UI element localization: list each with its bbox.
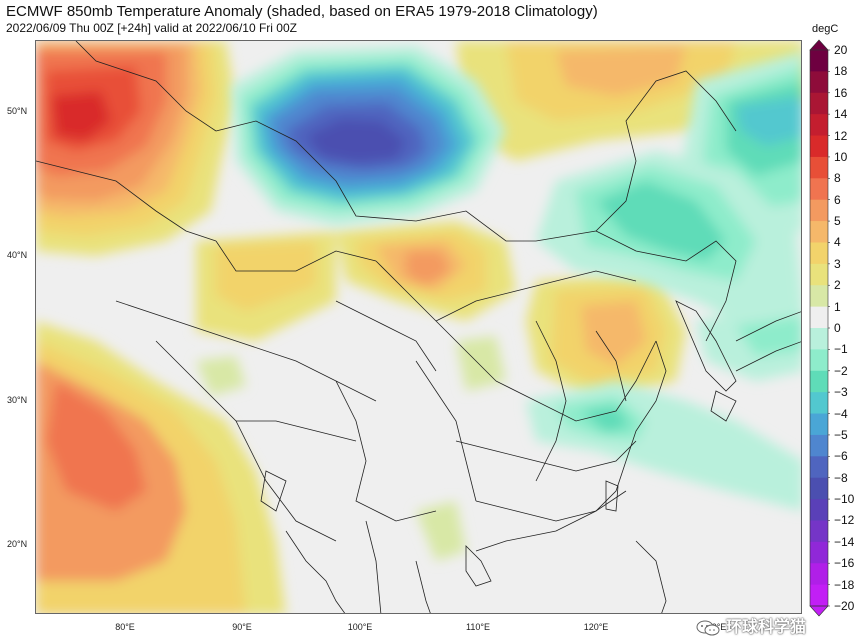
- colorbar-tick-label: 18: [834, 64, 848, 79]
- colorbar-tick-label: −1: [834, 342, 848, 357]
- watermark-text: 环球科学猫: [726, 619, 807, 636]
- colorbar-segment: [810, 563, 828, 586]
- colorbar-tick-label: −16: [834, 556, 855, 571]
- colorbar-segment: [810, 349, 828, 372]
- colorbar-tick-label: 6: [834, 192, 841, 207]
- colorbar-segment: [810, 242, 828, 265]
- colorbar-tick-label: 2: [834, 278, 841, 293]
- colorbar-tick-label: −20: [834, 599, 855, 613]
- colorbar-segment: [810, 434, 828, 457]
- colorbar-segment: [810, 199, 828, 222]
- colorbar-tick-label: 8: [834, 171, 841, 186]
- colorbar-segment: [810, 156, 828, 179]
- colorbar-segment: [810, 477, 828, 500]
- colorbar-segment: [810, 456, 828, 479]
- colorbar-segment: [810, 178, 828, 201]
- colorbar-segment: [810, 114, 828, 137]
- lon-label-90e: 90°E: [232, 622, 252, 632]
- colorbar-tick-label: 14: [834, 107, 848, 122]
- colorbar-tick-label: 0: [834, 321, 841, 335]
- lon-label-110e: 110°E: [466, 622, 490, 632]
- lat-label-50n: 50°N: [7, 106, 28, 116]
- anomaly-map: [36, 41, 801, 613]
- colorbar-segment: [810, 328, 828, 350]
- colorbar-tick-label: −12: [834, 513, 855, 528]
- map-subtitle: 2022/06/09 Thu 00Z [+24h] valid at 2022/…: [6, 21, 297, 35]
- colorbar-segment: [810, 520, 828, 543]
- map-title: ECMWF 850mb Temperature Anomaly (shaded,…: [6, 3, 598, 20]
- lon-label-120e: 120°E: [583, 622, 609, 632]
- colorbar-segment: [810, 370, 828, 393]
- colorbar-tick-label: −3: [834, 385, 848, 400]
- colorbar-tick-label: 1: [834, 299, 841, 314]
- colorbar-segment: [810, 584, 828, 607]
- colorbar-tick-label: −14: [834, 534, 855, 549]
- colorbar-segment: [810, 71, 828, 94]
- colorbar-segment: [810, 285, 828, 308]
- lon-label-100e: 100°E: [347, 622, 373, 632]
- colorbar-segment: [810, 306, 828, 329]
- colorbar-tick-label: 5: [834, 214, 841, 229]
- colorbar-tick-label: 3: [834, 256, 841, 271]
- colorbar-segment: [810, 50, 828, 72]
- colorbar-tick-label: −8: [834, 470, 848, 485]
- colorbar-segment: [810, 263, 828, 286]
- colorbar-segment: [810, 221, 828, 243]
- colorbar-segment: [810, 499, 828, 521]
- watermark: 环球科学猫: [696, 618, 846, 638]
- colorbar-segment: [810, 392, 828, 415]
- map-panel: [35, 40, 802, 614]
- lon-label-80e: 80°E: [115, 622, 135, 632]
- border-lines: [36, 41, 801, 613]
- colorbar-segment: [810, 135, 828, 158]
- lat-label-30n: 30°N: [7, 395, 28, 405]
- colorbar-tick-label: 16: [834, 85, 848, 100]
- colorbar-tick-label: −10: [834, 492, 855, 507]
- colorbar-tick-label: −18: [834, 577, 855, 592]
- colorbar-tick-label: 12: [834, 128, 848, 143]
- colorbar-segment: [810, 413, 828, 436]
- colorbar-tick-label: −5: [834, 427, 848, 442]
- colorbar: [809, 39, 830, 617]
- colorbar-segment: [810, 92, 828, 115]
- colorbar-tick-label: −4: [834, 406, 848, 421]
- colorbar-tick-label: 4: [834, 235, 841, 250]
- colorbar-unit: degC: [812, 23, 839, 35]
- colorbar-tick-label: 20: [834, 43, 848, 57]
- colorbar-tick-label: −6: [834, 449, 848, 464]
- cold-anomaly-shading: [231, 46, 801, 511]
- lat-label-40n: 40°N: [7, 250, 28, 260]
- colorbar-segment: [810, 541, 828, 564]
- wechat-icon: [696, 620, 720, 636]
- colorbar-extend-bottom: [809, 605, 829, 617]
- colorbar-tick-label: −2: [834, 363, 848, 378]
- colorbar-tick-label: 10: [834, 149, 848, 164]
- colorbar-extend-top: [809, 39, 829, 51]
- lat-label-20n: 20°N: [7, 539, 28, 549]
- warm-anomaly-shading: [36, 41, 801, 613]
